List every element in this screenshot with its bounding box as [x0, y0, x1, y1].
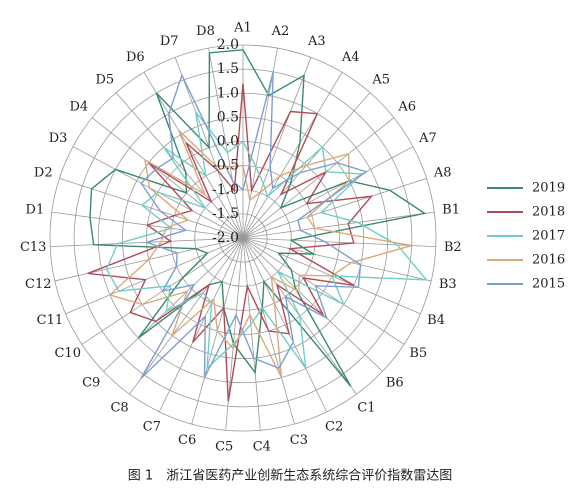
axis-label: A2 — [271, 24, 290, 39]
legend-label: 2018 — [532, 205, 565, 220]
r-tick-label: -1.0 — [212, 182, 239, 198]
axis-label: A6 — [397, 100, 416, 115]
axis-label: D4 — [69, 100, 88, 115]
spoke — [242, 72, 343, 239]
legend-label: 2015 — [532, 277, 565, 292]
spoke — [242, 237, 432, 282]
caption: 图 1 浙江省医药产业创新生态系统综合评价指数雷达图 — [128, 468, 452, 484]
axis-label: A8 — [433, 166, 452, 181]
r-tick-label: 1.5 — [217, 61, 239, 77]
spoke — [208, 48, 244, 239]
axis-label: C4 — [253, 440, 271, 455]
axis-label: B1 — [442, 202, 460, 217]
axis-label: D7 — [160, 34, 179, 49]
r-tick-label: 0.0 — [217, 134, 239, 150]
spoke — [242, 237, 436, 248]
spoke — [242, 117, 395, 239]
spoke — [59, 177, 244, 239]
axis-label: B6 — [386, 376, 404, 391]
spoke — [242, 237, 405, 345]
spoke — [242, 146, 414, 239]
axis-label: C10 — [54, 346, 81, 361]
spoke — [242, 237, 383, 372]
axis-label: C11 — [37, 313, 64, 328]
legend-label: 2019 — [532, 181, 565, 196]
spoke — [143, 72, 244, 239]
legend-label: 2017 — [532, 229, 565, 244]
axis-label: A5 — [371, 72, 390, 87]
spoke — [242, 237, 328, 413]
axis-label: D1 — [26, 202, 45, 217]
axis-label: D8 — [196, 24, 215, 39]
axis-label: A3 — [307, 34, 326, 49]
spoke — [91, 117, 244, 239]
series-line — [140, 71, 368, 380]
r-tick-label: -1.5 — [212, 206, 239, 222]
series-line — [89, 49, 427, 387]
r-tick-label: 0.5 — [217, 109, 239, 125]
axis-label: A7 — [418, 131, 437, 146]
axis-label: B2 — [444, 240, 462, 255]
axis-label: B3 — [439, 277, 457, 292]
axis-label: C7 — [143, 420, 161, 435]
spoke — [65, 237, 244, 315]
axis-label: D5 — [95, 72, 114, 87]
axis-label: D3 — [49, 131, 68, 146]
axis-label: C3 — [290, 433, 308, 448]
axis-label: B4 — [427, 313, 445, 328]
legend-label: 2016 — [532, 253, 565, 268]
axis-label: C13 — [20, 240, 47, 255]
spoke — [129, 237, 244, 395]
spoke — [242, 211, 435, 239]
axis-label: C12 — [25, 277, 52, 292]
axis-label: A4 — [341, 50, 360, 65]
spoke — [115, 92, 244, 239]
axis-label: C1 — [357, 400, 375, 415]
r-tick-label: 2.0 — [217, 37, 239, 53]
series-line — [87, 83, 374, 402]
axis-label: C5 — [215, 440, 233, 455]
r-tick-label: 1.0 — [217, 85, 239, 101]
axis-label: D2 — [34, 166, 53, 181]
spoke — [242, 57, 312, 239]
r-tick-label: -2.0 — [212, 230, 239, 246]
axis-label: B5 — [409, 346, 427, 361]
axis-label: C9 — [82, 376, 100, 391]
series-line — [105, 111, 429, 372]
series-line — [108, 129, 412, 378]
axis-label: C2 — [325, 420, 343, 435]
axis-label: C6 — [178, 433, 196, 448]
axis-label: D6 — [126, 50, 145, 65]
spoke — [242, 177, 427, 239]
axis-label: A1 — [233, 21, 252, 36]
spoke — [103, 237, 244, 372]
r-tick-label: -0.5 — [212, 158, 239, 174]
axis-label: C8 — [110, 400, 128, 415]
spoke — [158, 237, 244, 413]
spoke — [242, 237, 261, 431]
